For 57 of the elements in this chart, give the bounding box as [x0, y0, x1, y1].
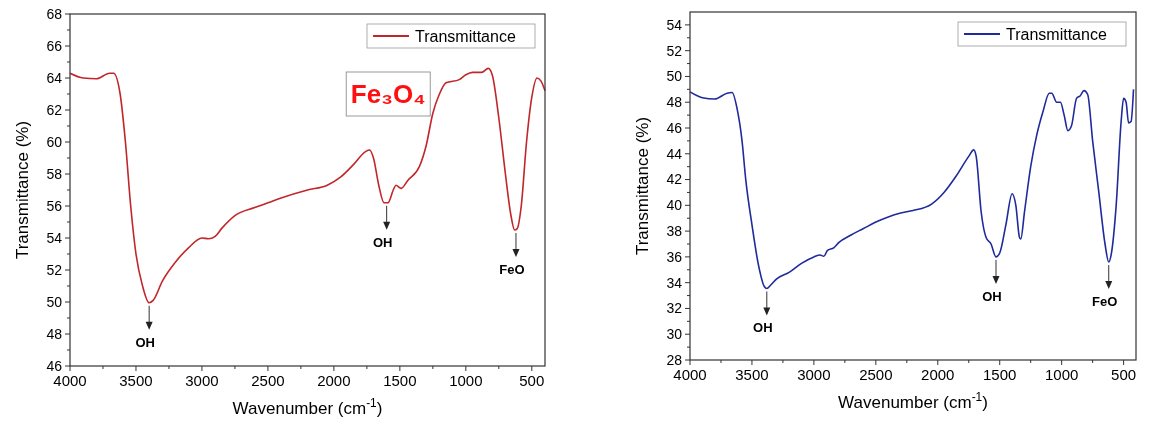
x-tick-label: 3500	[119, 372, 153, 389]
x-tick-label: 1500	[983, 366, 1017, 383]
y-tick-label: 28	[666, 351, 683, 368]
x-tick-label: 500	[519, 372, 545, 389]
y-tick-label: 50	[46, 293, 63, 310]
x-tick-label: 3000	[185, 372, 219, 389]
y-tick-label: 68	[46, 5, 63, 22]
y-tick-label: 44	[666, 145, 683, 162]
y-tick-label: 30	[666, 326, 683, 343]
annotation: FeO	[499, 262, 525, 277]
y-tick-label: 46	[666, 119, 683, 136]
x-tick-label: 3000	[797, 366, 831, 383]
y-tick-label: 40	[666, 197, 683, 214]
y-tick-label: 38	[666, 223, 683, 240]
x-tick-label: 2000	[921, 366, 955, 383]
line-series	[689, 88, 1135, 290]
y-tick-label: 54	[46, 229, 63, 246]
legend-label: Transmittance	[415, 27, 516, 45]
y-tick-label: 58	[46, 165, 63, 182]
y-tick-label: 48	[46, 325, 63, 342]
x-tick-label: 2000	[317, 372, 351, 389]
y-tick-label: 66	[46, 37, 63, 54]
annotation: FeO	[1092, 294, 1118, 310]
y-tick-label: 52	[46, 261, 63, 278]
x-tick-label: 1000	[1044, 366, 1079, 383]
x-tick-label: 1500	[383, 372, 417, 389]
x-tick-label: 500	[1111, 366, 1137, 383]
annotation: OH	[372, 234, 393, 250]
x-tick-label: 2500	[251, 372, 285, 389]
x-tick-label: 1000	[449, 372, 483, 389]
line-series	[69, 67, 546, 304]
x-tick-label: 2500	[859, 366, 893, 383]
y-tick-label: 32	[666, 300, 683, 317]
legend-label: Transmittance	[1006, 25, 1107, 43]
y-tick-label: 48	[666, 94, 683, 111]
annotation: Fe₃O₄	[350, 79, 426, 110]
y-tick-label: 62	[46, 101, 63, 118]
x-tick-label: 4000	[53, 372, 87, 389]
x-tick-label: 3500	[735, 366, 769, 383]
y-axis-title: Transmittance (%)	[633, 116, 652, 256]
y-axis-title: Transmittance (%)	[13, 120, 32, 260]
annotation: OH	[753, 320, 773, 336]
y-tick-label: 60	[46, 133, 63, 150]
y-tick-label: 54	[666, 16, 683, 33]
y-tick-label: 64	[46, 69, 63, 86]
y-tick-label: 34	[666, 274, 683, 291]
x-axis-title: Wavenumber (cm$^{-1}$)	[838, 390, 988, 412]
x-axis-title: Wavenumber (cm$^{-1}$)	[232, 396, 383, 418]
y-tick-label: 56	[46, 197, 63, 214]
y-tick-label: 42	[666, 171, 683, 188]
y-tick-label: 36	[666, 248, 683, 265]
annotation: OH	[982, 288, 1002, 304]
y-tick-label: 46	[46, 357, 63, 374]
annotation: OH	[135, 334, 155, 350]
y-tick-label: 50	[666, 68, 683, 85]
x-tick-label: 4000	[673, 366, 707, 383]
y-tick-label: 52	[666, 42, 683, 59]
